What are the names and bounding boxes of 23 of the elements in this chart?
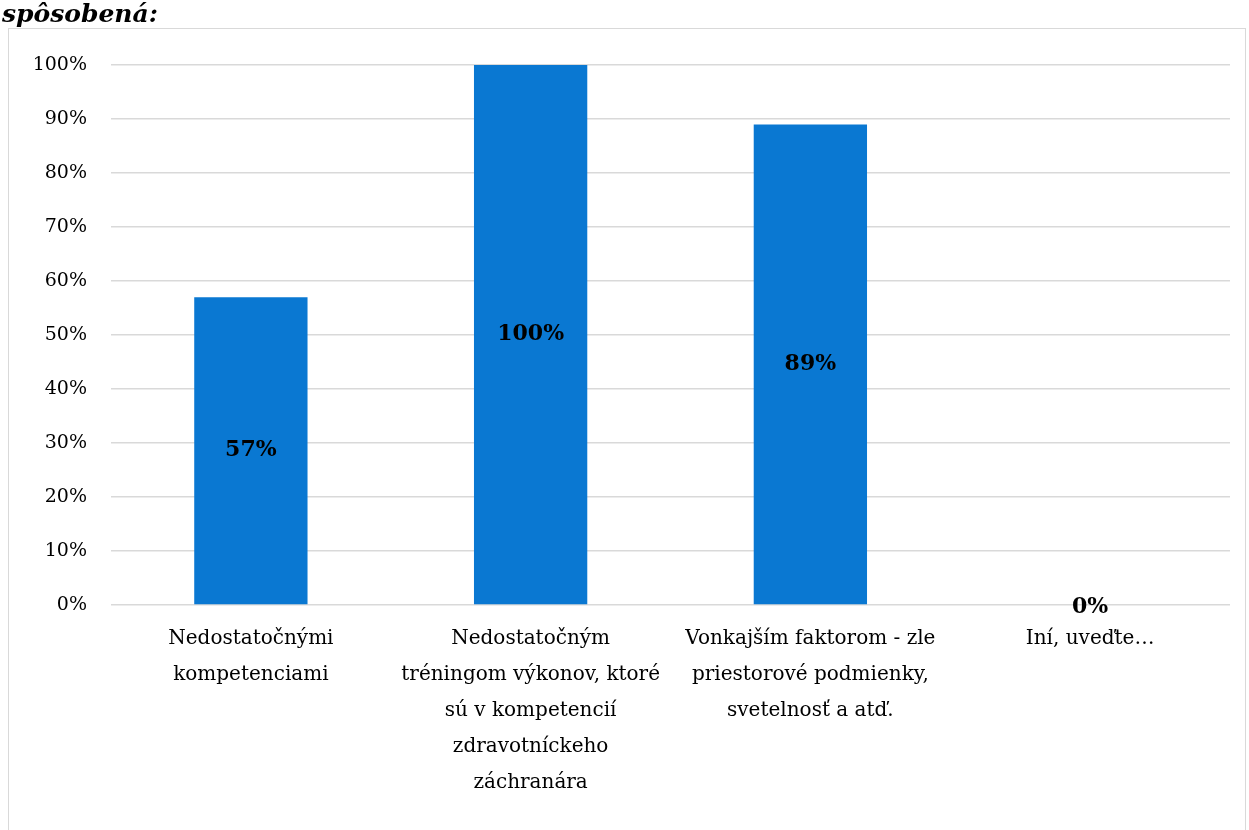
y-tick-label: 20%: [44, 483, 87, 506]
bar: [194, 297, 308, 605]
x-tick-label: Nedostatočným tréningom výkonov, ktoré sú v kompetencií zdravotníckeho záchranára: [401, 625, 660, 794]
data-label: 100%: [497, 319, 565, 346]
data-label: 89%: [784, 349, 837, 376]
data-label: 0%: [1072, 591, 1109, 618]
data-label: 57%: [225, 435, 277, 462]
y-tick-label: 70%: [44, 213, 87, 236]
y-tick-label: 10%: [44, 537, 87, 560]
x-tick-label: Nedostatočnými kompetenciami: [168, 625, 334, 686]
bar: [753, 124, 868, 605]
bar: [473, 65, 588, 605]
x-tick-label: Iní, uveďte…: [1025, 625, 1155, 650]
x-tick-label: Vonkajším faktorom - zle priestorové podmienky, svetelnosť a atď.: [684, 625, 936, 722]
y-tick-label: 0%: [56, 591, 87, 614]
y-tick-label: 50%: [44, 321, 87, 344]
y-tick-label: 30%: [44, 429, 87, 452]
y-tick-label: 100%: [32, 51, 87, 74]
y-tick-label: 90%: [44, 105, 87, 128]
y-tick-label: 80%: [44, 159, 87, 182]
y-tick-label: 40%: [44, 375, 87, 398]
chart-title: spôsobená:: [2, 0, 158, 28]
y-tick-label: 60%: [44, 267, 87, 290]
